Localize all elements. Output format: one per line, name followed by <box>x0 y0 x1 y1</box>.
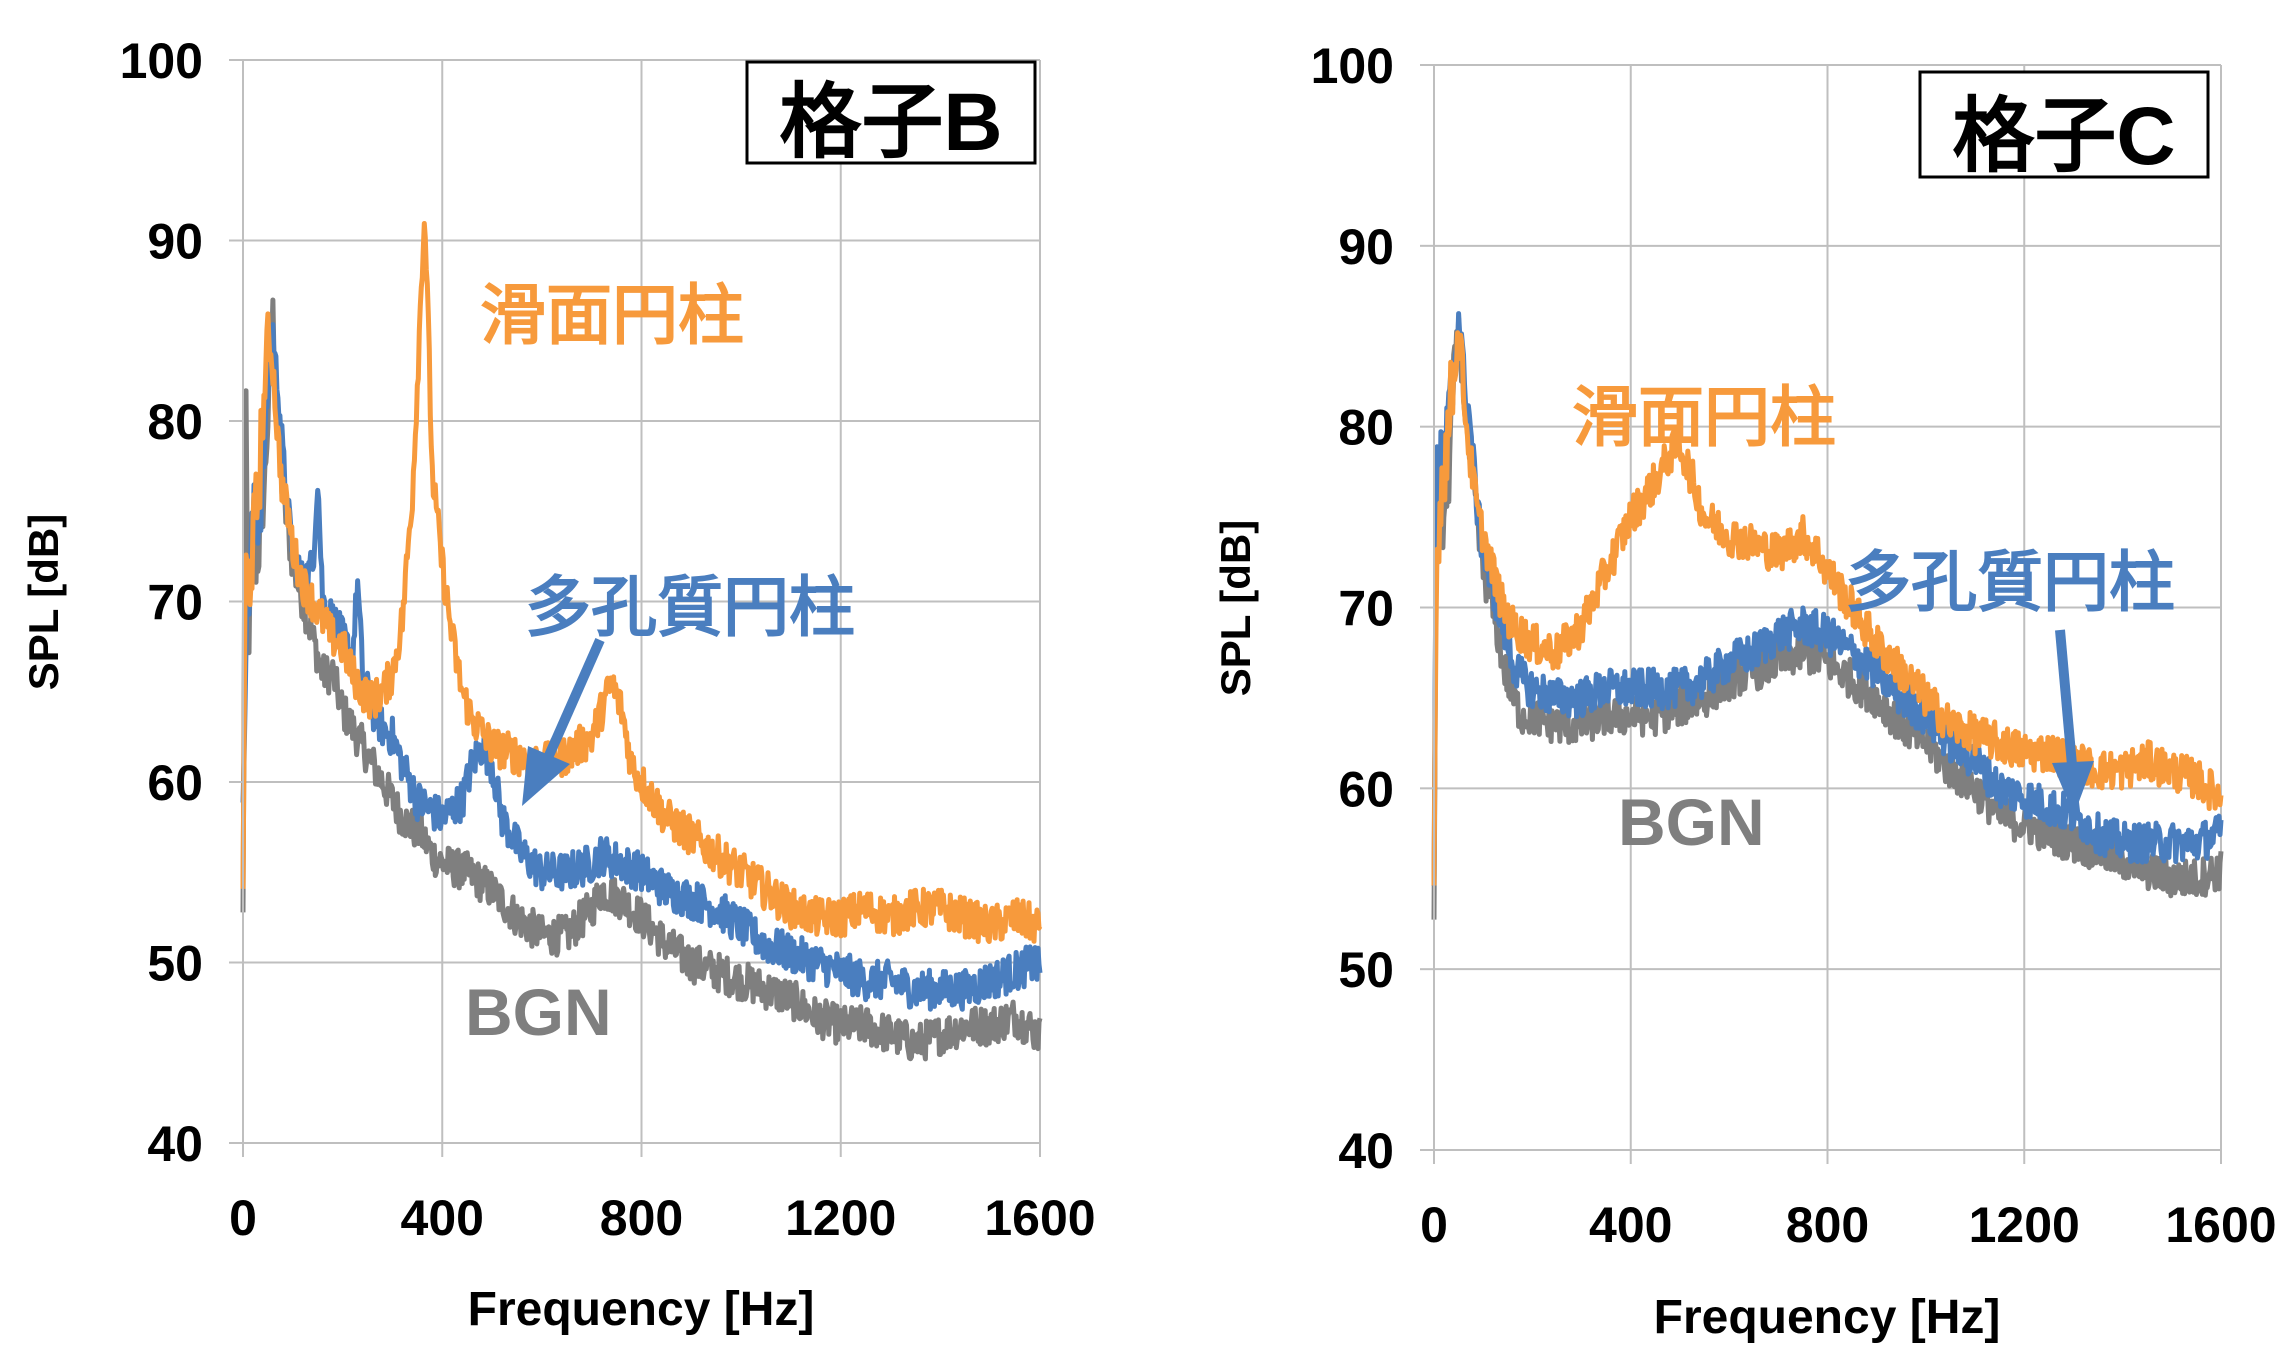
chart-c-ytick-label: 60 <box>1338 761 1394 817</box>
arrow-b-porous <box>522 637 605 806</box>
chart-c-xtick-label: 0 <box>1420 1197 1448 1253</box>
chart-c-ylabel: SPL [dB] <box>1212 520 1259 697</box>
chart-b-series-2 <box>240 221 1043 945</box>
annotation-c-smooth-cylinder: 滑面円柱 <box>1572 380 1836 454</box>
chart-b-ytick-label: 60 <box>147 755 203 811</box>
chart-c-tick-labels: 40 50 60 70 80 90 100 0 400 800 1200 1600 <box>1311 38 2277 1253</box>
chart-b-ytick-label: 100 <box>120 33 203 89</box>
chart-c-ytick-label: 90 <box>1338 219 1394 275</box>
chart-c-axes <box>1420 64 2222 1164</box>
chart-b-xtick-label: 800 <box>600 1190 683 1246</box>
chart-c-ytick-label: 80 <box>1338 400 1394 456</box>
arrow-c-porous <box>2052 629 2094 815</box>
annotation-b-porous-cylinder: 多孔質円柱 <box>525 570 855 644</box>
chart-b-ytick-label: 50 <box>147 936 203 992</box>
chart-b-xlabel: Frequency [Hz] <box>468 1283 815 1336</box>
chart-b-ylabel: SPL [dB] <box>20 514 67 691</box>
chart-b-xtick-label: 1200 <box>785 1190 896 1246</box>
chart-c-xtick-label: 1600 <box>2165 1197 2276 1253</box>
chart-b-title-box <box>745 60 1037 165</box>
chart-c-title: 格子C <box>1952 91 2175 182</box>
chart-b-xtick-label: 1600 <box>984 1190 1095 1246</box>
chart-c-xtick-label: 800 <box>1786 1197 1869 1253</box>
chart-b-xtick-label: 0 <box>229 1190 257 1246</box>
chart-b-ytick-label: 40 <box>147 1116 203 1172</box>
annotation-c-porous-cylinder: 多孔質円柱 <box>1845 545 2175 619</box>
chart-b-title: 格子B <box>779 77 1002 168</box>
chart-c-ytick-label: 40 <box>1338 1123 1394 1179</box>
chart-lattice-b: 40 50 60 70 80 90 100 0 400 800 1200 1600 Frequency… <box>20 33 1096 1336</box>
chart-b-tick-labels: 40 50 60 70 80 90 100 0 400 800 1200 1600 <box>120 33 1096 1246</box>
chart-c-title-box <box>1918 70 2210 179</box>
chart-c-xlabel: Frequency [Hz] <box>1654 1291 2001 1344</box>
annotation-c-bgn: BGN <box>1618 785 1765 859</box>
chart-b-ytick-label: 70 <box>147 575 203 631</box>
chart-c-series-2 <box>1431 330 2224 886</box>
chart-c-series-1 <box>1431 311 2224 886</box>
chart-c-ytick-label: 100 <box>1311 38 1394 94</box>
annotation-b-smooth-cylinder: 滑面円柱 <box>480 278 744 352</box>
chart-c-xtick-label: 400 <box>1589 1197 1672 1253</box>
chart-b-xtick-label: 400 <box>401 1190 484 1246</box>
annotation-b-bgn: BGN <box>465 975 612 1049</box>
chart-c-ytick-label: 50 <box>1338 942 1394 998</box>
chart-lattice-c: 40 50 60 70 80 90 100 0 400 800 1200 1600 Frequency… <box>1212 38 2277 1344</box>
chart-b-axes <box>229 59 1041 1157</box>
chart-b-series <box>240 221 1043 1062</box>
chart-c-series <box>1431 311 2224 920</box>
chart-b-ytick-label: 90 <box>147 214 203 270</box>
chart-b-series-0 <box>240 297 1043 1062</box>
chart-b-ytick-label: 80 <box>147 394 203 450</box>
chart-c-ytick-label: 70 <box>1338 581 1394 637</box>
chart-c-series-0 <box>1431 315 2224 920</box>
chart-c-xtick-label: 1200 <box>1969 1197 2080 1253</box>
